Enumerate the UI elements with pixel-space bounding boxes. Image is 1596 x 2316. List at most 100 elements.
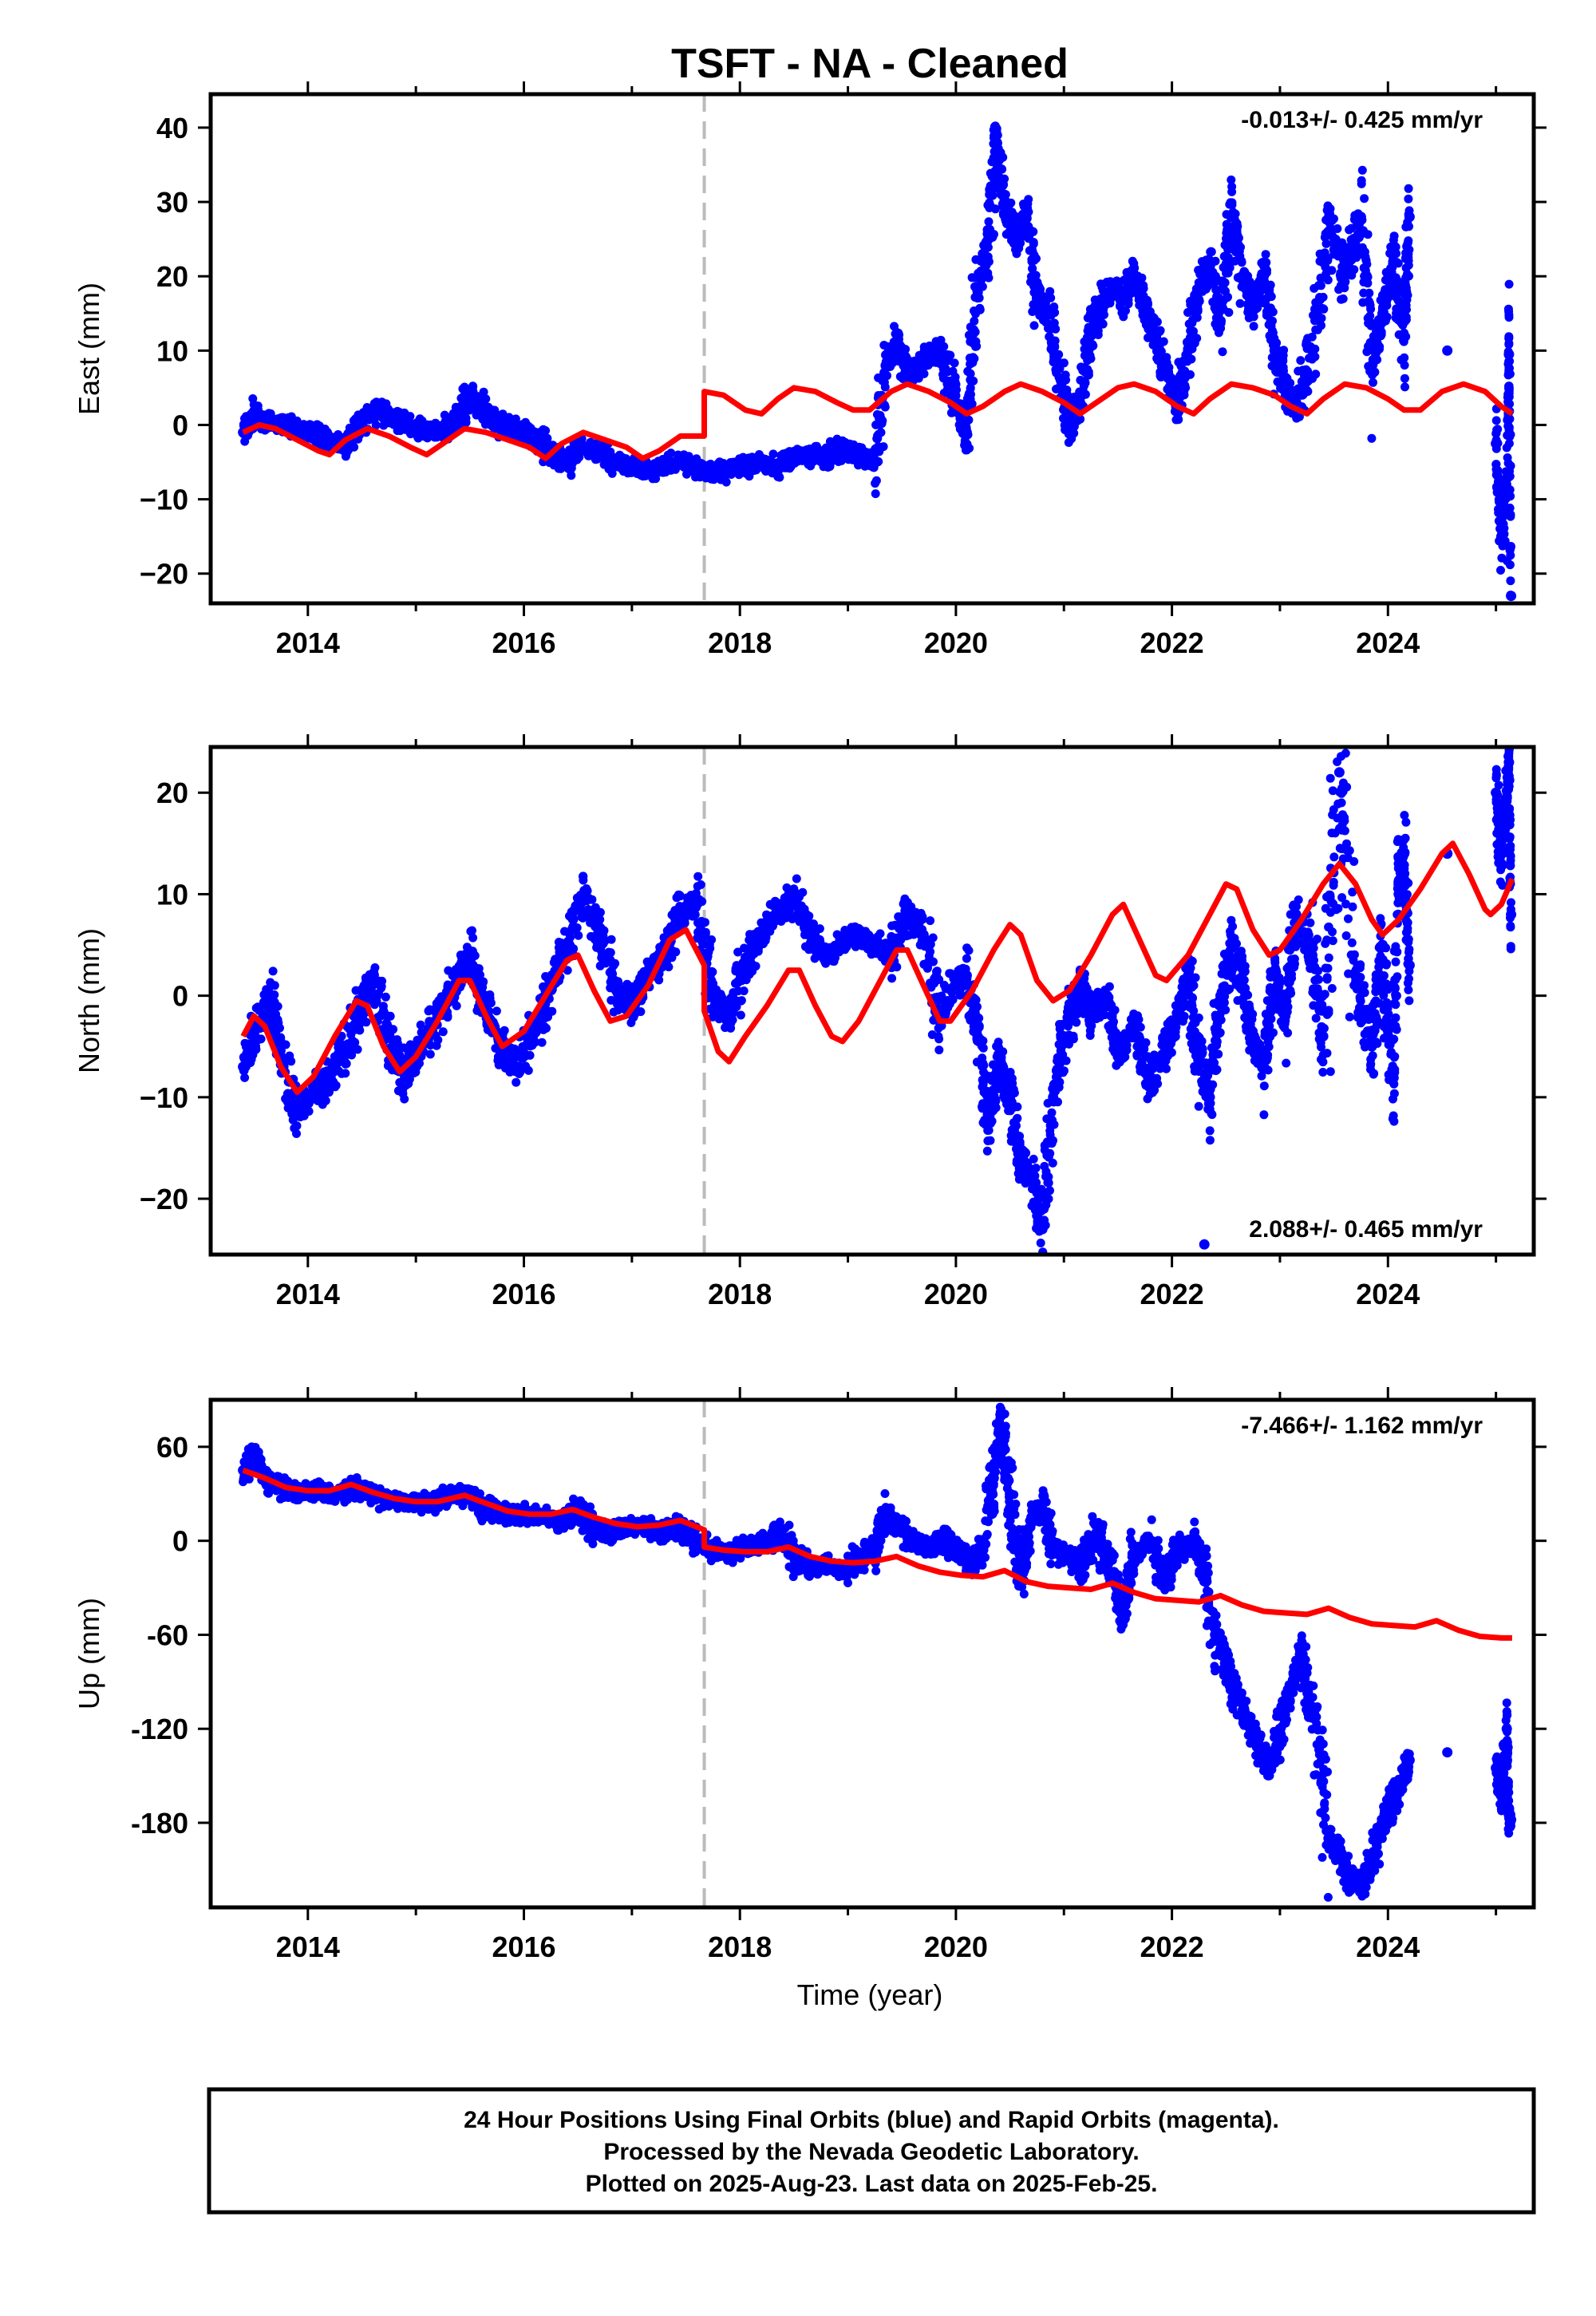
east-cloud-point <box>566 465 575 475</box>
east-cloud-point <box>1311 325 1321 334</box>
east-cloud-point <box>1222 268 1231 278</box>
east-cloud-point <box>1404 194 1413 204</box>
east-cloud-point <box>1123 285 1132 294</box>
east-data-point <box>1042 308 1053 319</box>
east-cloud-point <box>1323 275 1333 285</box>
east-cloud-point <box>954 420 964 429</box>
east-data-point <box>724 464 735 475</box>
east-data-point <box>659 460 670 472</box>
east-data-point <box>1388 256 1399 267</box>
east-data-point <box>1495 531 1507 542</box>
east-data-point <box>291 423 302 434</box>
east-cloud-point <box>969 376 978 385</box>
east-cloud-point <box>973 294 982 303</box>
east-data-point <box>405 420 416 430</box>
east-cloud-point <box>1198 276 1207 286</box>
east-cloud-point <box>1505 504 1515 512</box>
east-cloud-point <box>1004 215 1013 224</box>
east-cloud-point <box>395 420 405 429</box>
east-cloud-point <box>1365 311 1375 321</box>
east-data-point <box>437 423 448 434</box>
east-cloud-point <box>936 359 945 369</box>
east-cloud-point <box>1187 330 1197 338</box>
north-cloud-point <box>270 981 279 990</box>
east-cloud-point <box>305 420 314 429</box>
east-cloud-point <box>1505 560 1515 570</box>
east-data-point <box>1247 300 1258 311</box>
east-cloud-point <box>1088 340 1097 350</box>
east-xtick-label: 2020 <box>924 626 988 659</box>
east-data-point <box>1503 349 1515 360</box>
north-cloud-point <box>281 1040 290 1049</box>
east-cloud-point <box>1221 287 1230 296</box>
east-cloud-point <box>716 475 725 484</box>
east-cloud-point <box>1191 309 1200 318</box>
east-cloud-point <box>1238 279 1248 289</box>
east-data-point <box>1307 345 1317 356</box>
east-cloud-point <box>1302 337 1311 346</box>
east-cloud-point <box>1274 361 1284 370</box>
east-cloud-point <box>1128 256 1137 266</box>
east-data-point <box>357 416 367 427</box>
east-cloud-point <box>1216 323 1226 333</box>
east-data-point <box>1193 286 1204 297</box>
east-cloud-point <box>1155 348 1164 358</box>
east-data-point <box>373 405 384 416</box>
east-cloud-point <box>1504 439 1514 449</box>
east-cloud-point <box>1360 194 1369 204</box>
north-cloud-point <box>292 1129 301 1138</box>
east-data-point <box>1258 271 1270 282</box>
north-cloud-point <box>268 1026 278 1034</box>
north-cloud-point <box>361 1018 371 1027</box>
east-cloud-point <box>883 371 891 381</box>
east-cloud-point <box>1025 246 1034 255</box>
east-cloud-point <box>240 437 250 446</box>
east-cloud-point <box>1266 315 1275 325</box>
north-cloud-point <box>378 1002 388 1011</box>
east-cloud-point <box>965 444 974 453</box>
east-cloud-point <box>1152 340 1162 350</box>
east-cloud-point <box>1347 255 1357 265</box>
east-cloud-point <box>1361 255 1371 265</box>
east-data-point <box>756 456 767 468</box>
east-cloud-point <box>572 455 582 464</box>
east-cloud-point <box>1262 258 1271 267</box>
east-data-point <box>934 345 946 356</box>
east-cloud-point <box>781 451 791 460</box>
east-cloud-point <box>926 354 936 364</box>
east-cloud-point <box>1187 354 1196 364</box>
east-data-point <box>1009 234 1021 245</box>
east-data-point <box>1269 345 1280 356</box>
east-data-point <box>788 453 800 464</box>
east-cloud-point <box>970 316 979 326</box>
east-cloud-point <box>1031 271 1041 280</box>
east-cloud-point <box>1392 249 1401 259</box>
east-data-point <box>496 420 508 430</box>
east-cloud-point <box>919 369 929 378</box>
east-data-point <box>513 427 524 438</box>
east-cloud-point <box>894 328 903 338</box>
east-cloud-point <box>1130 284 1139 294</box>
east-data-point <box>1339 271 1350 282</box>
east-cloud-point <box>1045 287 1055 296</box>
east-cloud-point <box>371 421 381 430</box>
north-cloud-point <box>374 989 383 998</box>
east-cloud-point <box>1401 222 1411 231</box>
east-cloud-point <box>1186 370 1195 379</box>
east-cloud-point <box>400 413 409 423</box>
east-cloud-point <box>984 255 993 265</box>
east-data-point <box>1280 382 1291 393</box>
east-data-point <box>1355 211 1366 223</box>
east-data-point <box>1204 256 1215 267</box>
east-cloud-point <box>966 369 975 378</box>
east-cloud-point <box>966 337 975 346</box>
north-cloud-point <box>369 995 379 1005</box>
north-cloud-point <box>267 1013 277 1022</box>
north-cloud-point <box>301 1105 310 1115</box>
north-cloud-point <box>342 1059 351 1069</box>
east-cloud-point <box>1498 512 1507 522</box>
east-data-point <box>1404 211 1415 223</box>
east-data-point <box>1183 345 1194 356</box>
east-cloud-point <box>876 428 886 437</box>
east-cloud-point <box>1028 264 1037 274</box>
